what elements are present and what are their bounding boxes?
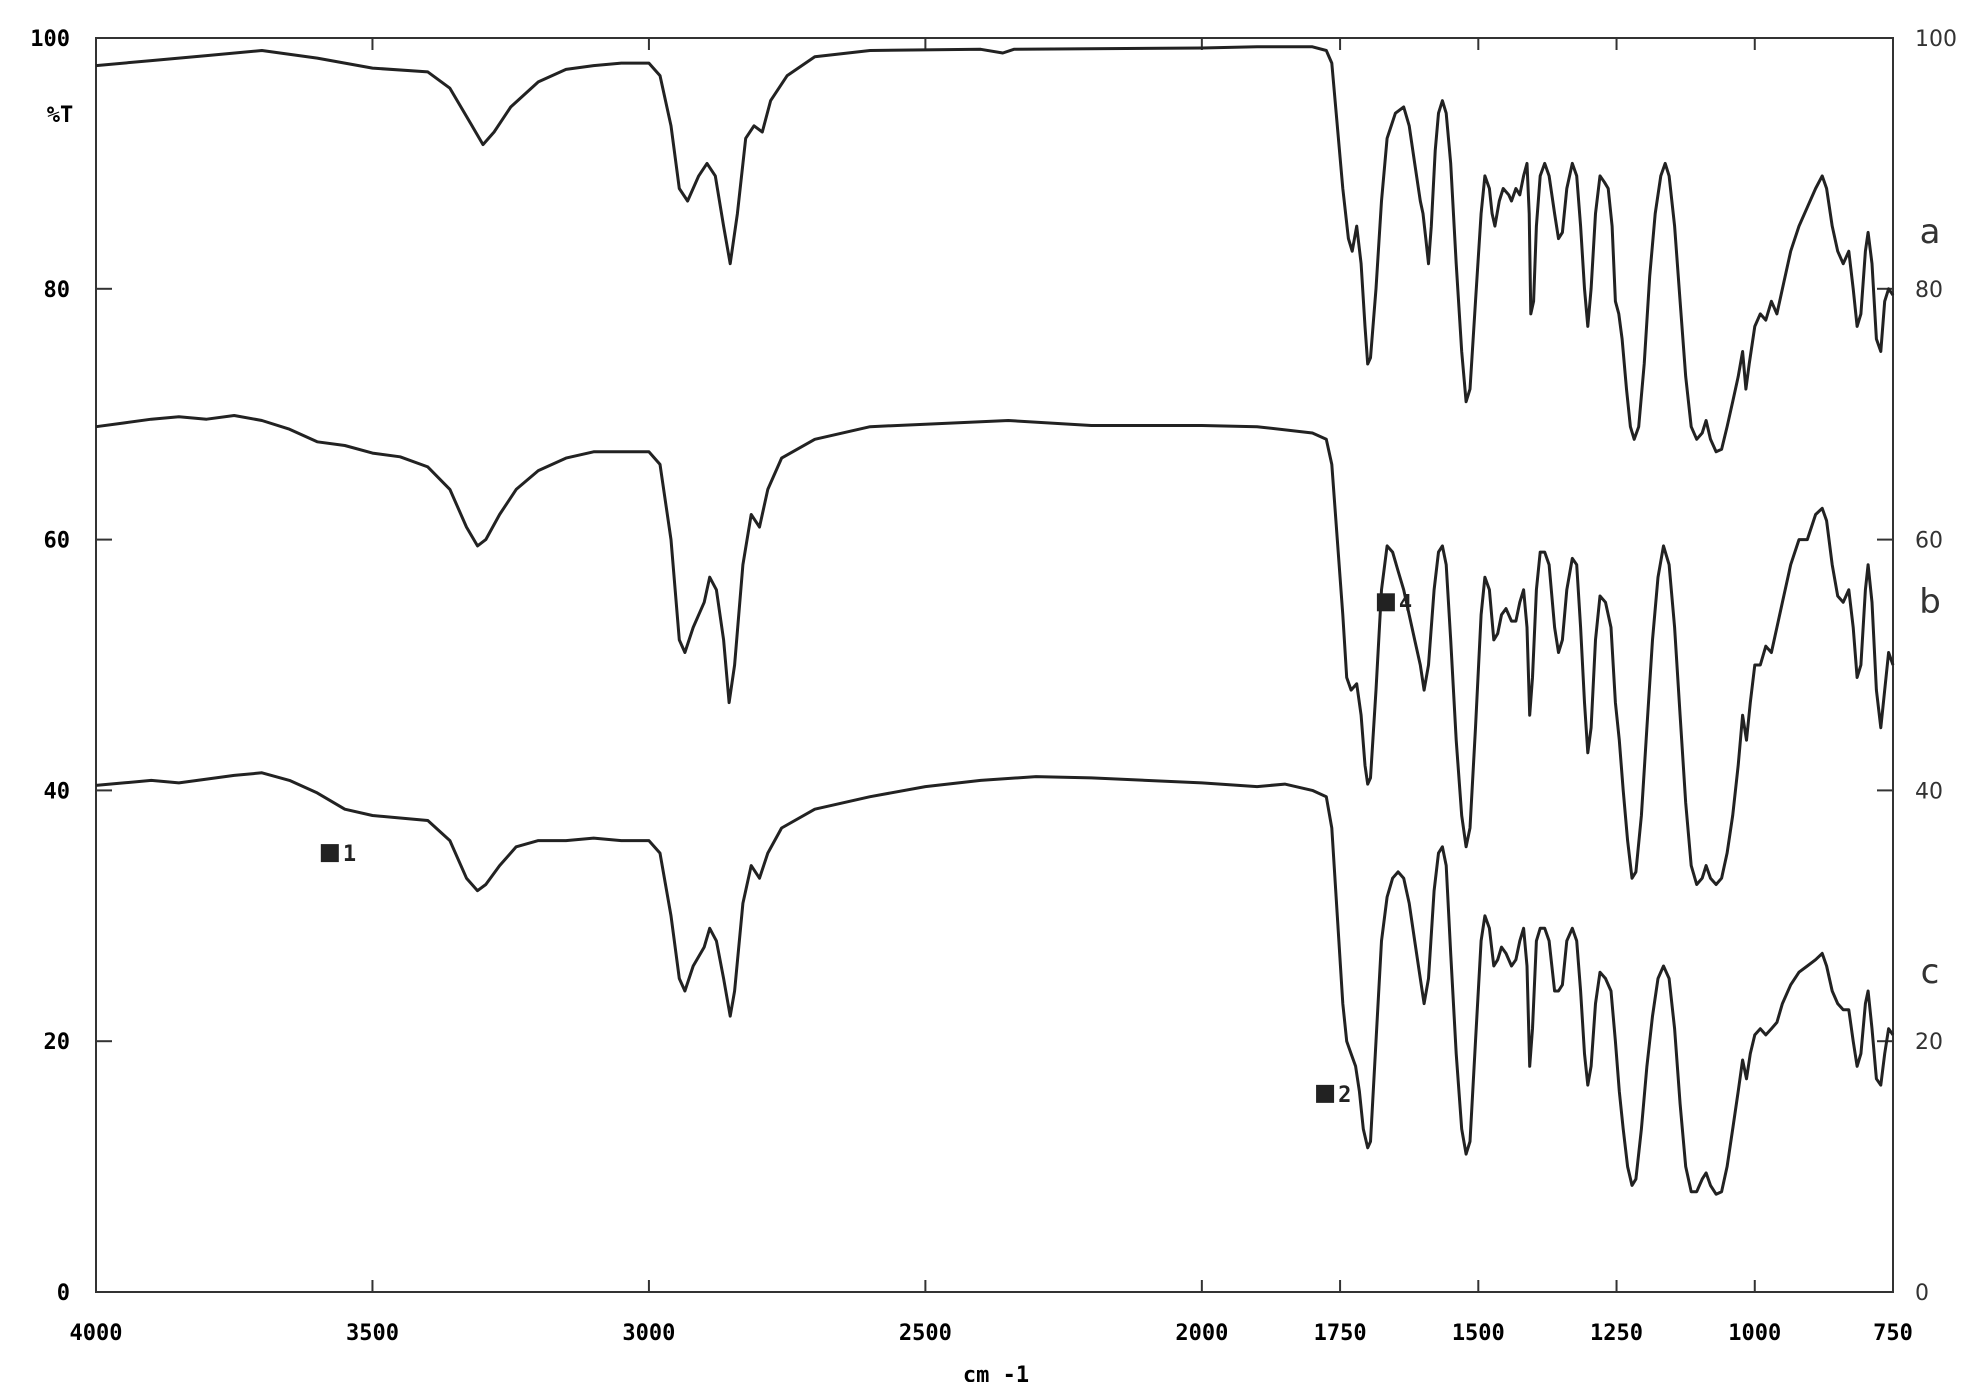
plot-frame (95, 37, 1894, 1293)
x-tick-label: 1250 (1590, 1321, 1643, 1346)
y-axis-label: %T (47, 103, 74, 128)
x-tick-label: 4000 (70, 1321, 123, 1346)
annotation-marker (1376, 593, 1395, 612)
right-tick-label: 20 (1915, 1030, 1943, 1055)
series-label: a (1920, 212, 1941, 252)
series-labels: a b c (1919, 212, 1941, 992)
annotation-label: 4 (1399, 591, 1412, 616)
y-tick-label: 100 (30, 27, 70, 52)
x-tick-label: 3500 (346, 1321, 399, 1346)
x-tick-label: 1750 (1314, 1321, 1367, 1346)
annotations: 1 2 4 (320, 591, 1412, 1108)
plot-border (95, 37, 1894, 1293)
series-label: c (1921, 952, 1940, 992)
x-tick-label: 750 (1873, 1321, 1913, 1346)
annotation-label: 2 (1338, 1083, 1351, 1108)
x-axis-label: cm -1 (963, 1363, 1029, 1382)
y-axis: 0 20 40 60 80 100 (30, 27, 112, 1306)
x-axis: 4000 3500 3000 2500 2000 1750 1500 1250 1000 750 (70, 38, 1913, 1346)
x-tick-label: 2500 (899, 1321, 952, 1346)
right-tick-label: 0 (1915, 1281, 1929, 1306)
x-tick-label: 1500 (1452, 1321, 1505, 1346)
x-tick-label: 2000 (1175, 1321, 1228, 1346)
right-tick-label: 40 (1915, 779, 1943, 804)
spectrum-line-c (95, 771, 1895, 1196)
spectrum-line-b (95, 414, 1895, 886)
x-tick-label: 1000 (1728, 1321, 1781, 1346)
series-label: b (1919, 582, 1941, 622)
annotation-label: 1 (343, 842, 356, 867)
right-tick-label: 100 (1915, 27, 1957, 52)
x-tick-label: 3000 (622, 1321, 675, 1346)
y-tick-label: 60 (44, 529, 71, 554)
y-tick-label: 0 (57, 1281, 70, 1306)
annotation-marker (1316, 1084, 1335, 1103)
right-axis: 0 20 40 60 80 100 (1877, 27, 1957, 1306)
y-tick-label: 20 (44, 1030, 71, 1055)
right-tick-label: 60 (1915, 529, 1943, 554)
right-tick-label: 80 (1915, 278, 1943, 303)
annotation-marker (320, 844, 339, 863)
series-lines (95, 45, 1895, 1196)
y-tick-label: 40 (44, 779, 71, 804)
y-tick-label: 80 (44, 278, 71, 303)
spectrum-line-a (95, 45, 1895, 454)
